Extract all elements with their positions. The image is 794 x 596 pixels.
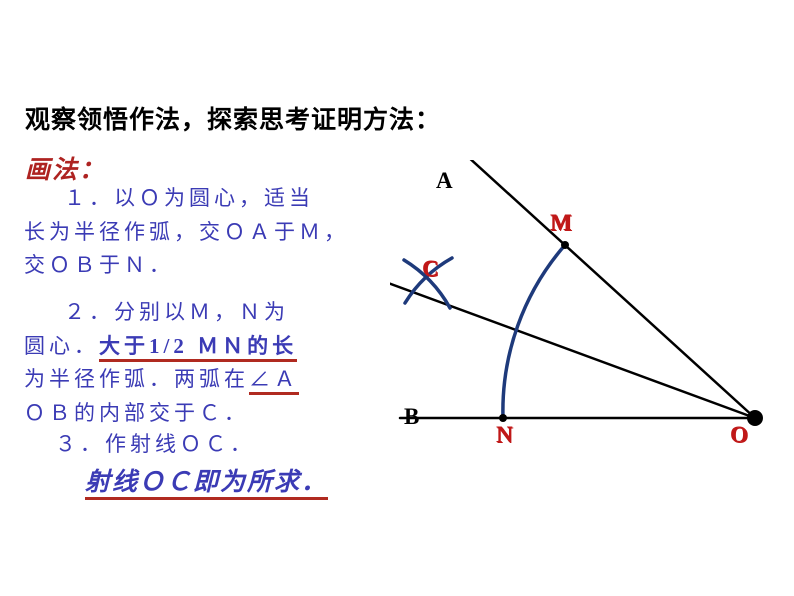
ray-oa (455, 160, 755, 418)
conclusion-text: 射线ＯＣ即为所求． (85, 469, 328, 500)
point-o (747, 410, 763, 426)
page-title: 观察领悟作法，探索思考证明方法： (25, 100, 441, 136)
label-b: B (404, 404, 419, 430)
geometry-diagram: A B C M N O (390, 160, 790, 460)
step2-angle: ∠Ａ (249, 367, 299, 395)
point-m (561, 241, 569, 249)
label-c: C (422, 256, 439, 282)
step2-line1: ２．分别以Ｍ，Ｎ为 (64, 300, 289, 324)
step2-line4: ＯＢ的内部交于Ｃ． (24, 397, 384, 431)
step1-line2: 长为半径作弧，交ＯＡ于Ｍ， (24, 216, 384, 250)
point-n (499, 414, 507, 422)
step2-line2a: 圆心． (24, 334, 99, 358)
diagram-svg (390, 160, 790, 460)
label-m: M (550, 210, 572, 236)
step2-line3: 为半径作弧．两弧在 (24, 367, 249, 391)
label-n: N (496, 422, 513, 448)
label-o: O (730, 422, 748, 448)
step-3: ３．作射线ＯＣ． (55, 428, 395, 462)
step2-underline: 大于1/2 ＭＮ的长 (99, 334, 297, 362)
method-subtitle: 画法： (25, 150, 106, 186)
label-a: A (436, 168, 453, 194)
step1-line1: １．以Ｏ为圆心，适当 (64, 186, 314, 210)
step-1: １．以Ｏ为圆心，适当 长为半径作弧，交ＯＡ于Ｍ， 交ＯＢ于Ｎ． (24, 182, 384, 283)
main-arc (503, 245, 565, 418)
step-2: ２．分别以Ｍ，Ｎ为 圆心．大于1/2 ＭＮ的长 为半径作弧．两弧在∠Ａ ＯＢ的内… (24, 296, 384, 430)
step1-line3: 交ＯＢ于Ｎ． (24, 249, 384, 283)
conclusion: 射线ＯＣ即为所求． (85, 462, 328, 498)
